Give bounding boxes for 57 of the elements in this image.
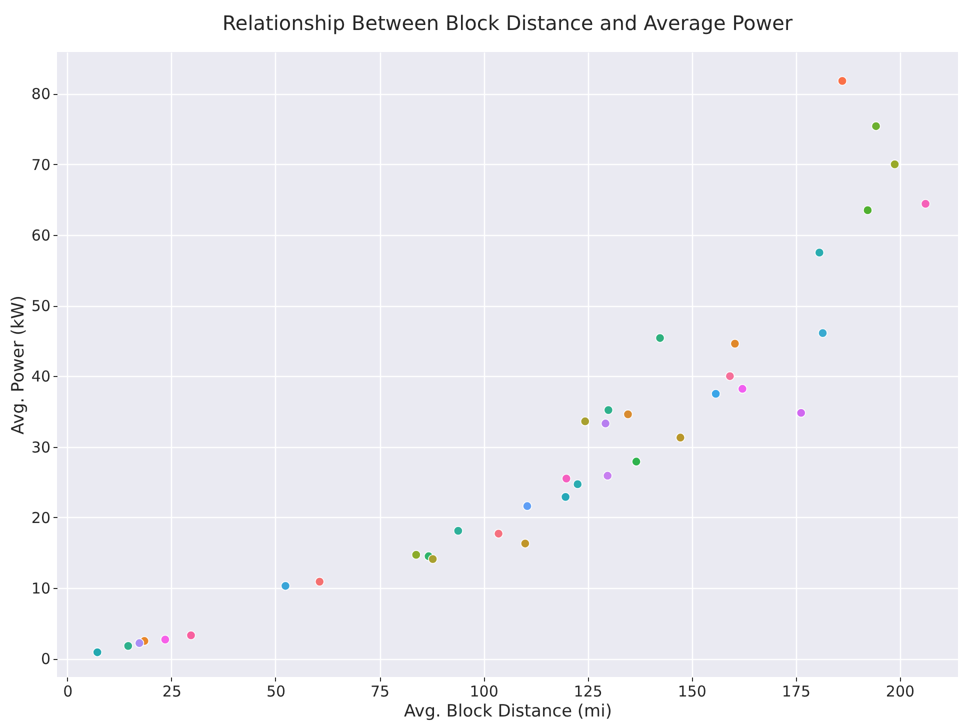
y-tick-label: 40 (31, 368, 50, 386)
point (520, 538, 530, 548)
y-tick-label: 80 (31, 85, 50, 104)
point (838, 76, 848, 86)
chart-title: Relationship Between Block Distance and Average Power (222, 11, 794, 35)
point (814, 248, 824, 258)
point (314, 576, 324, 586)
point (580, 416, 590, 426)
point (92, 648, 102, 658)
y-tick-label: 10 (31, 580, 50, 598)
point (600, 418, 610, 428)
y-tick-label: 50 (31, 297, 50, 316)
point (560, 492, 570, 502)
point (280, 581, 290, 591)
x-tick-label: 175 (782, 682, 811, 700)
y-tick-label: 0 (40, 650, 50, 668)
point (134, 638, 144, 648)
point (453, 526, 463, 536)
x-tick-label: 50 (266, 682, 286, 700)
x-tick-label: 100 (470, 682, 498, 700)
y-tick-label: 30 (31, 438, 50, 456)
y-tick-label: 70 (31, 156, 50, 174)
point (730, 338, 740, 348)
point (738, 384, 748, 394)
x-tick-label: 150 (678, 682, 706, 700)
point (920, 199, 930, 209)
point (160, 634, 170, 644)
x-tick-label: 200 (886, 682, 915, 700)
point (572, 479, 582, 489)
point (428, 554, 438, 564)
y-axis-title: Avg. Power (kW) (8, 295, 28, 435)
point (411, 550, 421, 560)
x-tick-label: 125 (574, 682, 602, 700)
x-tick-label: 75 (370, 682, 390, 700)
x-tick-label: 25 (162, 682, 182, 700)
x-tick-label: 0 (63, 682, 73, 700)
point (623, 410, 633, 420)
point (562, 474, 572, 484)
point (522, 501, 532, 511)
point (123, 641, 133, 651)
point (186, 630, 196, 640)
x-axis-title: Avg. Block Distance (mi) (404, 702, 612, 722)
point (796, 408, 806, 418)
point (871, 121, 881, 131)
point (655, 333, 665, 343)
point (602, 471, 612, 480)
point (890, 160, 900, 170)
point (676, 432, 686, 442)
y-tick-label: 60 (31, 226, 50, 244)
point (862, 205, 872, 215)
point (818, 328, 828, 338)
point (632, 456, 642, 466)
point (711, 389, 721, 399)
y-tick-label: 20 (31, 508, 50, 527)
point (604, 405, 614, 415)
point (494, 528, 504, 538)
point (725, 371, 735, 381)
